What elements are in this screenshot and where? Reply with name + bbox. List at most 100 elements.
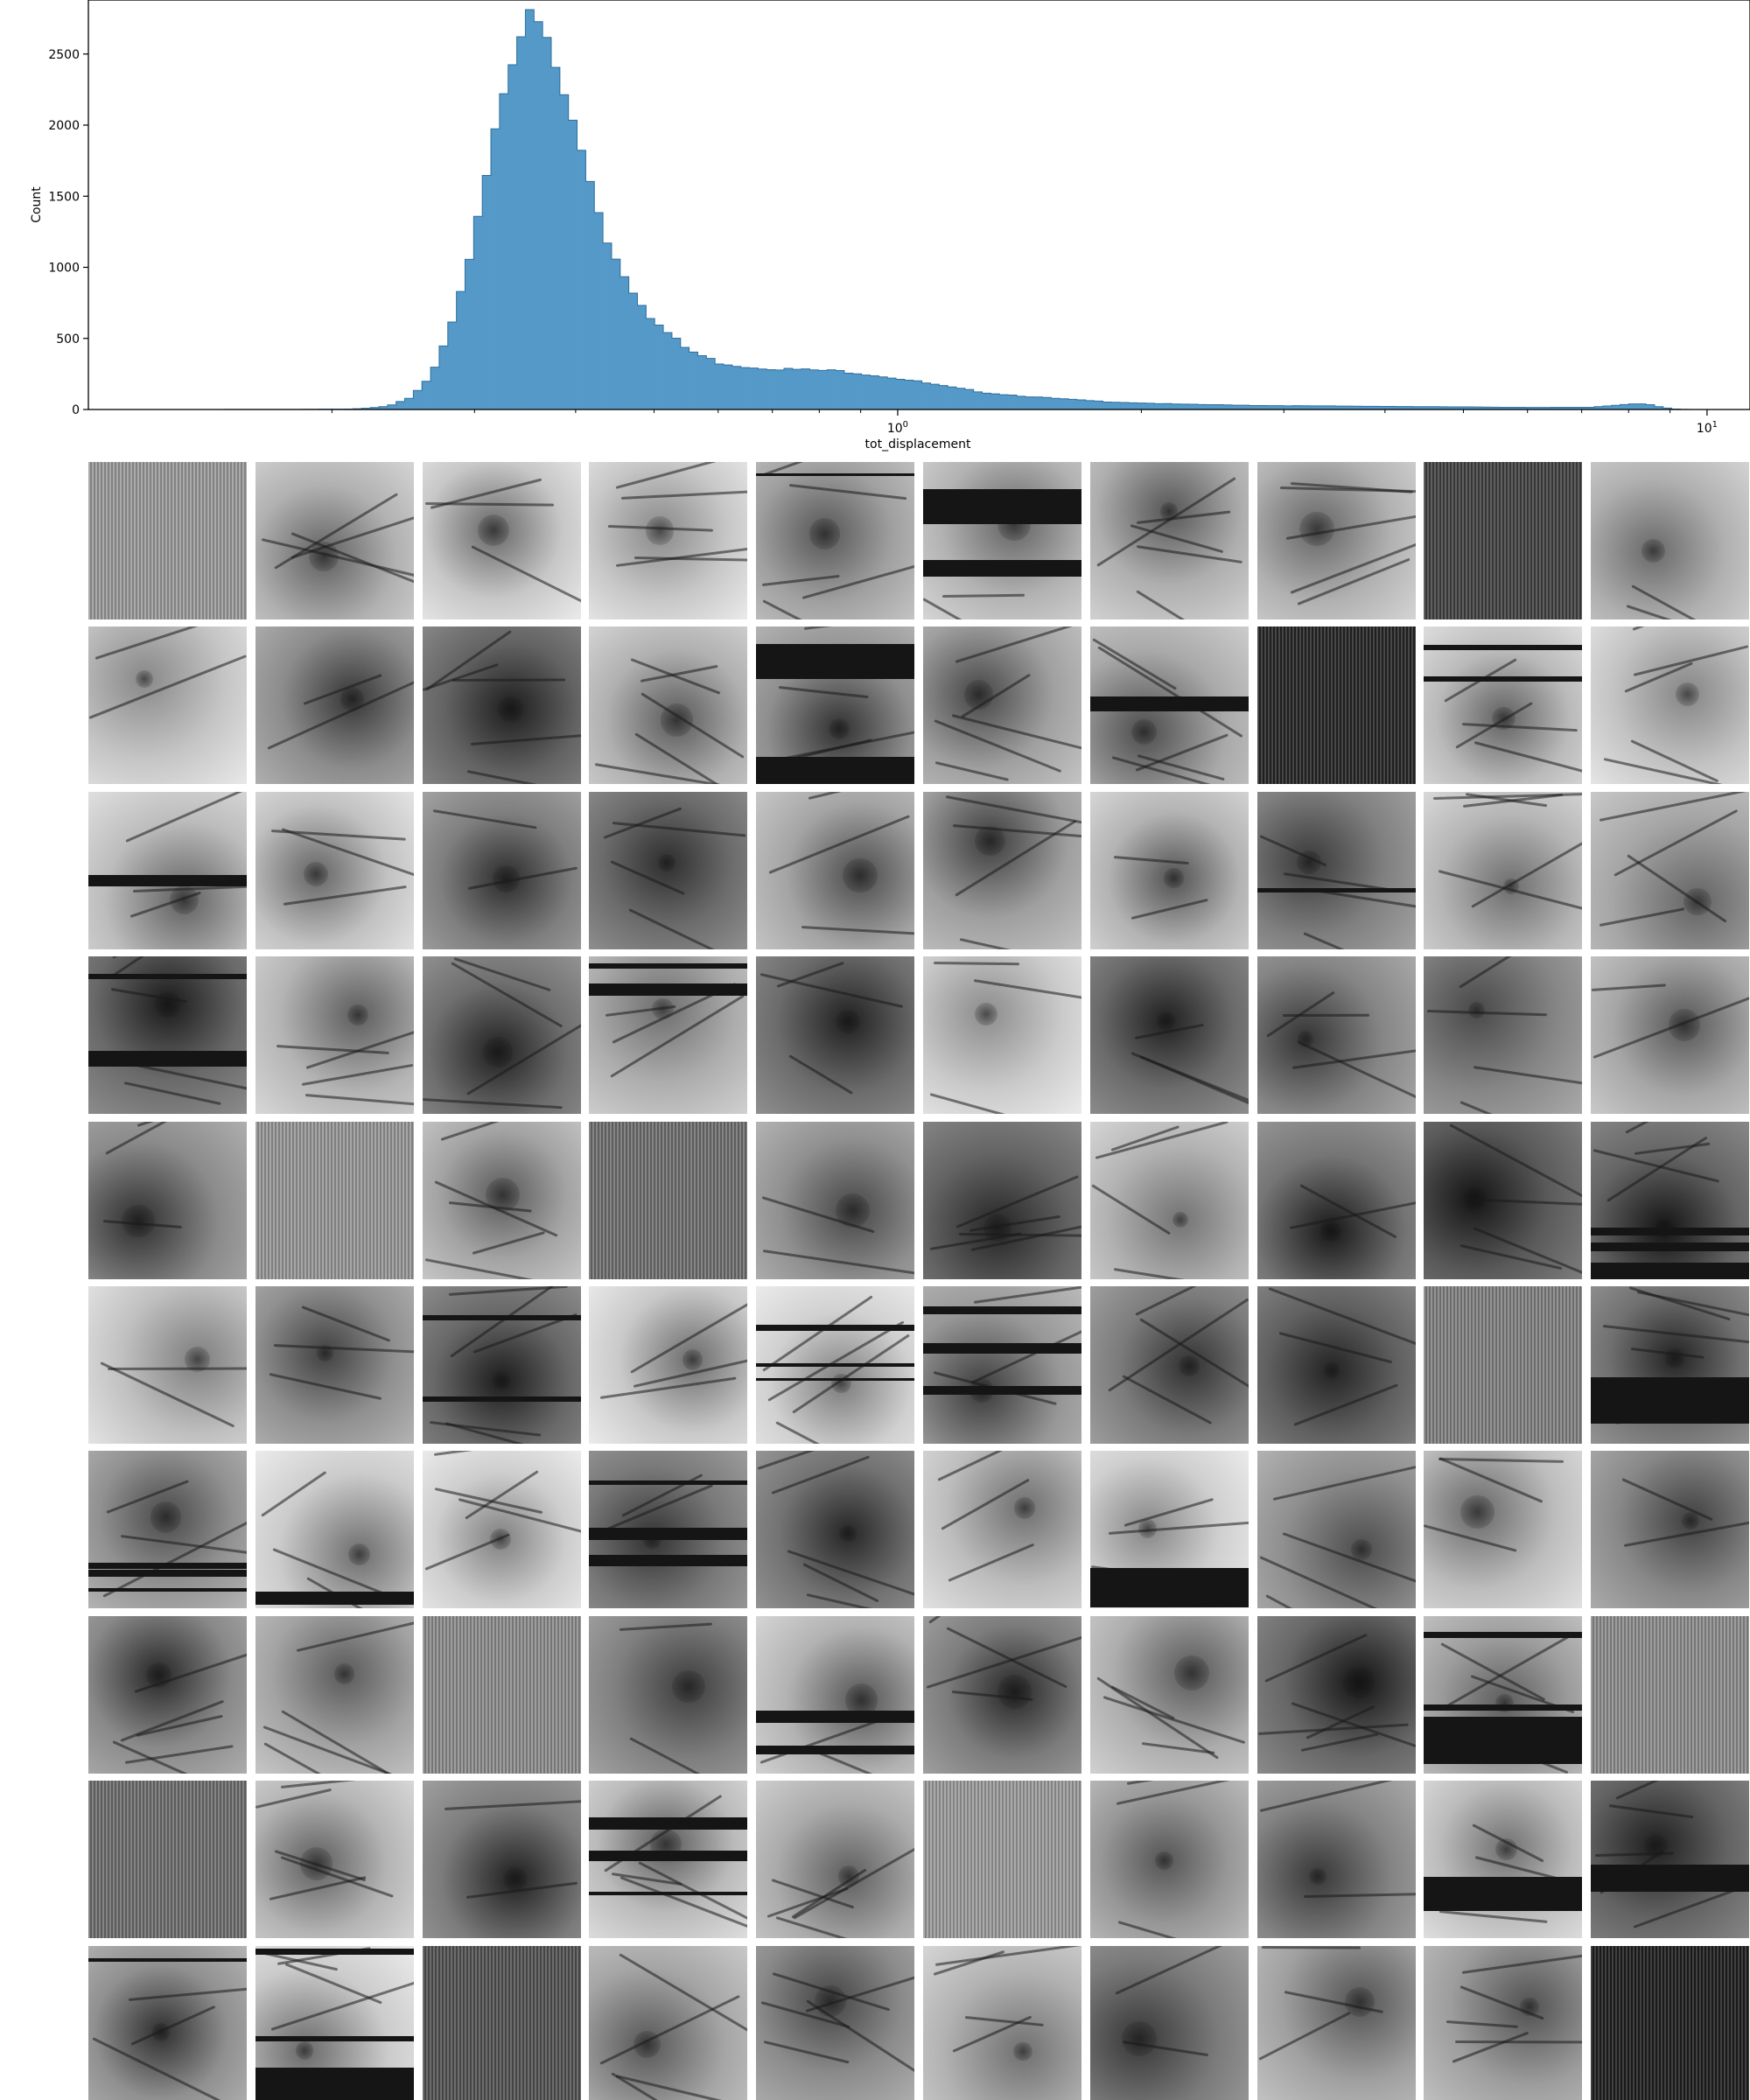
image-thumbnail (756, 956, 915, 1115)
histogram-bar (1326, 405, 1336, 410)
image-thumbnail (1591, 1286, 1750, 1444)
image-thumbnail (255, 1781, 414, 1939)
histogram-bar (870, 375, 879, 410)
histogram-bar (990, 394, 1000, 410)
histogram-bar (861, 374, 871, 410)
histogram-bar (663, 332, 673, 410)
histogram-bar (1465, 407, 1474, 410)
histogram-bar (1188, 403, 1199, 410)
histogram-bar (1474, 407, 1483, 410)
image-thumbnail (923, 626, 1082, 785)
histogram-bar (447, 322, 457, 410)
image-thumbnail (88, 1781, 247, 1939)
histogram-bar (1611, 405, 1620, 410)
histogram-bar (1094, 401, 1103, 410)
image-thumbnail (756, 1121, 915, 1279)
image-thumbnail (923, 462, 1082, 620)
image-thumbnail (422, 1451, 581, 1609)
histogram-bar (939, 385, 948, 410)
histogram-bar (706, 358, 716, 410)
histogram-bar (646, 318, 655, 410)
histogram-bar (1241, 405, 1250, 410)
histogram-bar (775, 369, 785, 410)
histogram-bar (1060, 398, 1069, 410)
histogram-bar (1145, 402, 1155, 410)
histogram-bar (1154, 403, 1164, 410)
histogram-bar (1120, 402, 1130, 410)
histogram-bar (438, 346, 449, 410)
histogram-bar (1525, 407, 1535, 410)
x-axis: 100 101 (331, 410, 1718, 436)
histogram-bar (1499, 407, 1508, 410)
histogram-bar (1637, 403, 1647, 410)
image-thumbnail (923, 1121, 1082, 1279)
histogram-bar (680, 347, 690, 410)
y-tick-label: 1000 (48, 262, 80, 276)
histogram-outline (137, 9, 1690, 410)
histogram-bar (999, 395, 1009, 410)
x-axis-label: tot_displacement (865, 438, 971, 452)
image-thumbnail (422, 462, 581, 620)
image-thumbnail (88, 791, 247, 949)
histogram-bar (827, 369, 836, 410)
histogram-bar (1335, 406, 1345, 410)
histogram-bar (465, 259, 474, 410)
image-thumbnail (589, 1121, 748, 1279)
histogram-bar (1438, 406, 1448, 410)
image-thumbnail (1089, 626, 1249, 785)
histogram-bar (473, 216, 483, 410)
image-thumbnail (589, 1781, 748, 1939)
histogram-bar (1180, 403, 1190, 410)
image-thumbnail (1591, 462, 1750, 620)
histogram-bar (1646, 404, 1656, 410)
image-thumbnail (589, 1615, 748, 1774)
histogram-bar (1033, 396, 1043, 410)
histogram-bar (1257, 405, 1267, 410)
histogram-bar (1593, 406, 1604, 410)
x-tick-label: 100 (887, 420, 908, 436)
histogram-bar (603, 242, 612, 410)
image-thumbnail (1591, 1781, 1750, 1939)
histogram-bar (1481, 407, 1492, 410)
image-thumbnail (756, 1451, 915, 1609)
image-thumbnail (422, 1781, 581, 1939)
histogram-bar (1662, 408, 1672, 410)
histogram-bar (1361, 406, 1371, 410)
histogram-bar (948, 387, 957, 410)
histogram-bar (491, 129, 500, 410)
histogram-bar (594, 212, 604, 410)
image-thumbnail (1424, 1451, 1583, 1609)
histogram-bar (542, 37, 552, 410)
histogram-bar (534, 21, 543, 410)
image-thumbnail (756, 626, 915, 785)
histogram-bar (1206, 404, 1215, 410)
image-thumbnail (88, 956, 247, 1115)
image-thumbnail (1591, 1121, 1750, 1279)
histogram-bar (1172, 403, 1181, 410)
y-axis: 0 500 1000 1500 2000 2500 (48, 48, 88, 417)
histogram-bar (387, 404, 397, 410)
image-thumbnail (589, 462, 748, 620)
image-thumbnail (1256, 1945, 1416, 2100)
image-thumbnail (589, 1945, 748, 2100)
image-thumbnail (422, 1615, 581, 1774)
histogram-bar (404, 398, 414, 410)
image-thumbnail (1256, 956, 1416, 1115)
histogram-bar (671, 338, 682, 410)
histogram-bar (749, 368, 759, 410)
histogram-bar (1301, 405, 1311, 410)
image-thumbnail (589, 626, 748, 785)
histogram-bar (1586, 407, 1595, 410)
histogram-bar (1577, 407, 1586, 410)
y-axis-label: Count (30, 186, 44, 223)
image-thumbnail (923, 791, 1082, 949)
histogram-bar (1042, 397, 1052, 410)
histogram-bar (1369, 406, 1380, 410)
image-thumbnail (1089, 462, 1249, 620)
image-thumbnail (255, 626, 414, 785)
image-thumbnail (1591, 626, 1750, 785)
image-thumbnail (255, 956, 414, 1115)
histogram-bar (482, 175, 492, 410)
histogram-bar (956, 388, 966, 410)
histogram-bar (792, 369, 802, 410)
